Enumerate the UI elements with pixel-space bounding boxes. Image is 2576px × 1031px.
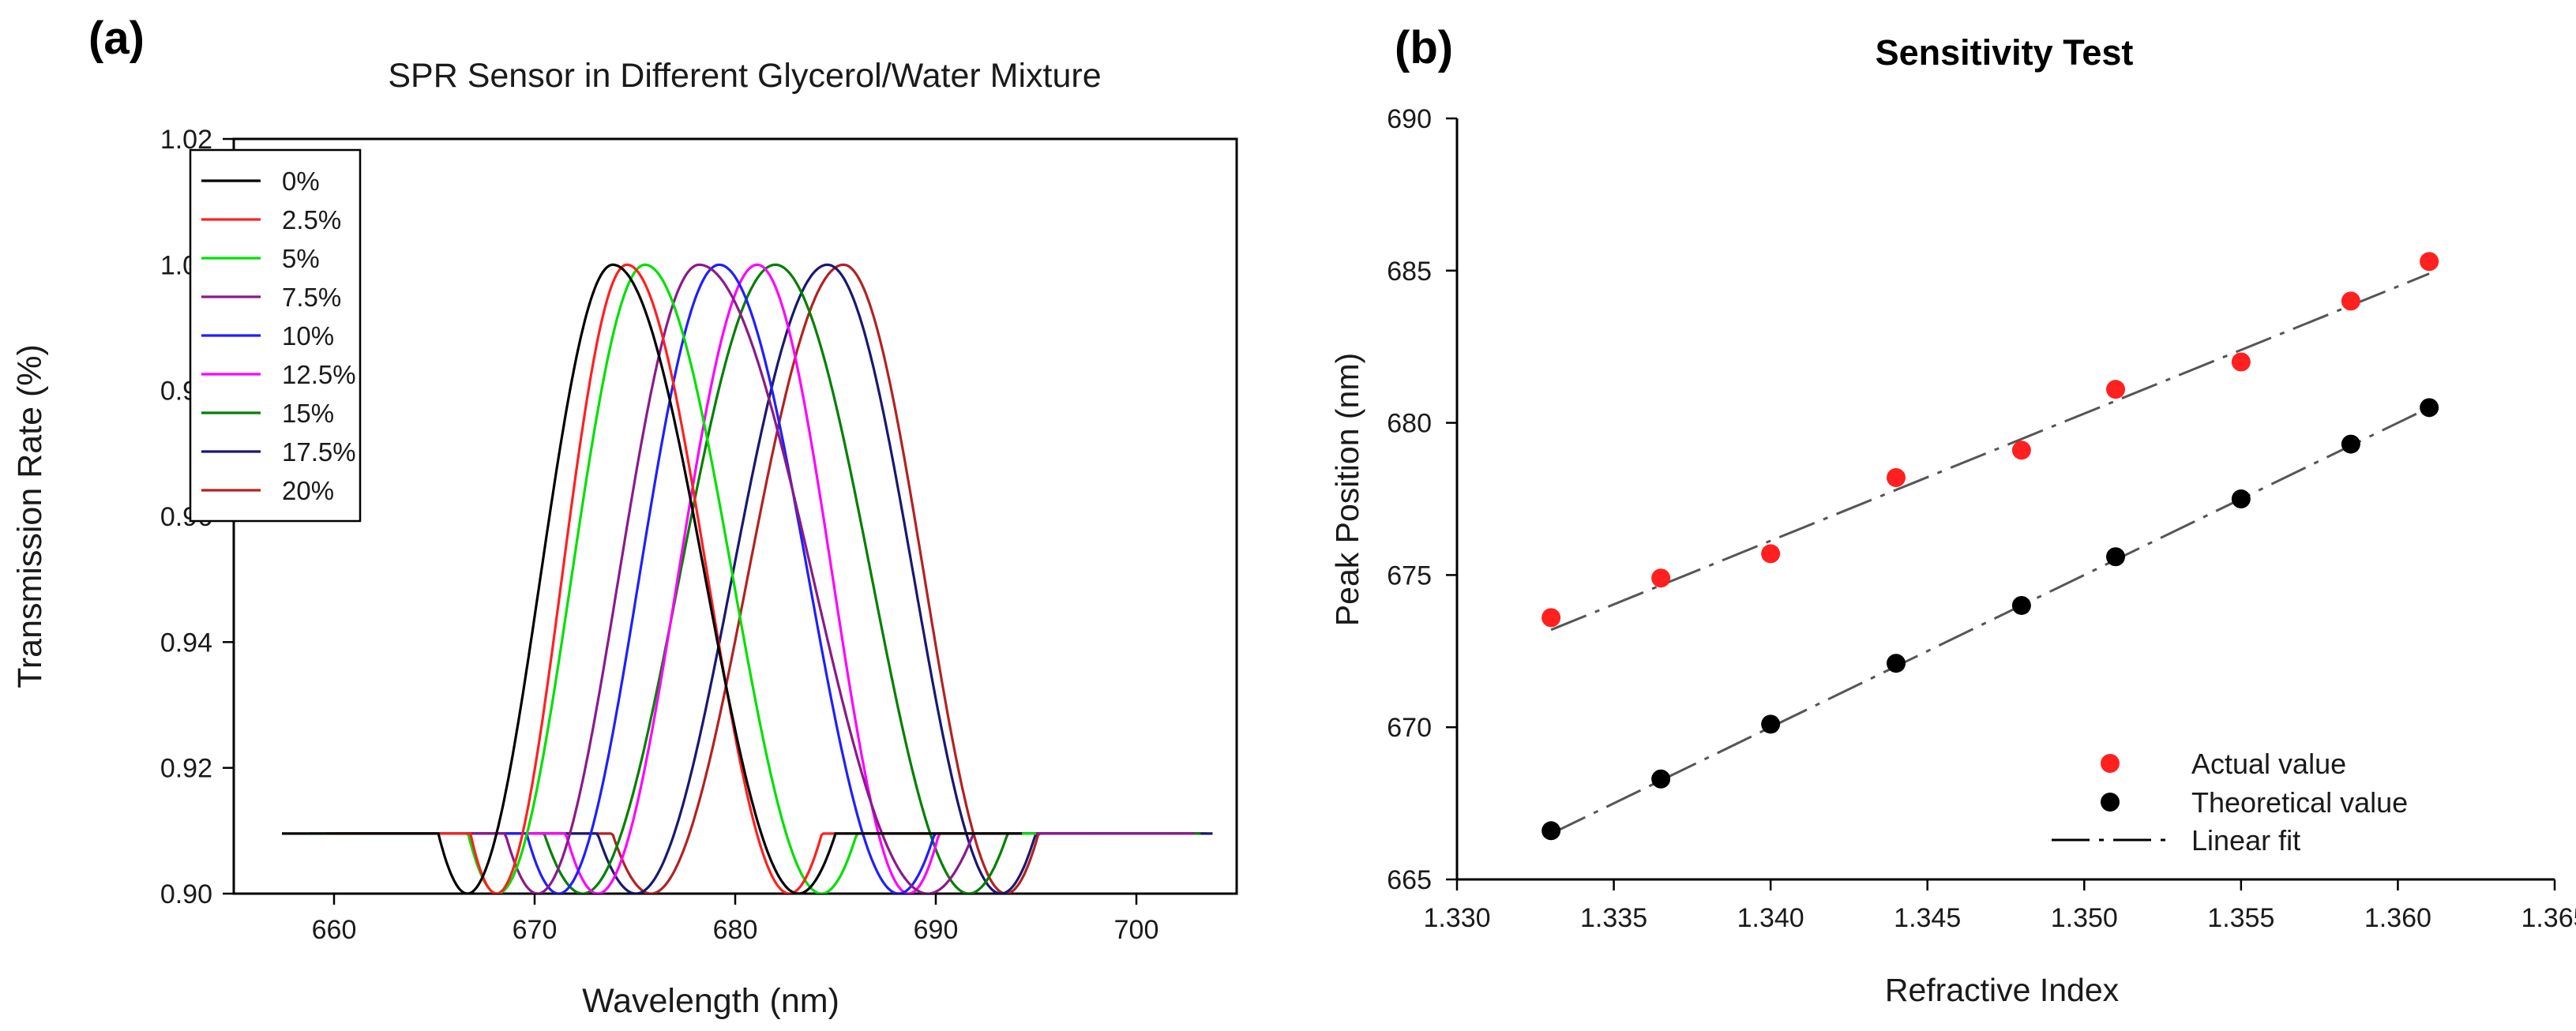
panel-b-y-tick-label: 670 [1387,713,1432,743]
panel-b-x-tick-label: 1.350 [2051,903,2118,933]
panel-a-y-tick-labels: 0.900.920.940.960.981.001.02 [160,125,212,909]
panel-a: (a) SPR Sensor in Different Glycerol/Wat… [11,13,1238,1020]
panel-a-series-line [336,263,1195,894]
panel-a-y-tick-label: 0.92 [160,754,212,784]
panel-a-legend-label: 15% [282,399,334,428]
panel-a-series-line [358,263,1117,894]
panel-b-point-actual [2011,441,2031,460]
panel-b-legend-marker-actual [2101,754,2120,773]
panel-b-y-tick-label: 680 [1387,409,1432,439]
panel-b-point-theoretical [1887,654,1906,673]
panel-b-x-tick-label: 1.335 [1580,903,1647,933]
panel-b-ticks [1446,117,2556,890]
panel-b-legend-label-theoretical: Theoretical value [2191,786,2408,819]
panel-b-points [1541,252,2439,841]
panel-b-point-theoretical [1761,714,1781,734]
panel-a-legend-label: 12.5% [282,360,356,389]
panel-a-x-tick-label: 660 [312,915,357,945]
panel-a-y-axis-label: Transmission Rate (%) [11,344,49,688]
panel-a-y-tick-label: 0.94 [160,628,212,658]
panel-a-x-axis-label: Wavelength (nm) [582,982,839,1020]
panel-b-x-tick-label: 1.330 [1423,903,1490,933]
panel-b-point-theoretical [1651,769,1671,789]
panel-b-point-actual [2341,291,2360,311]
panel-a-y-tick-label: 0.90 [160,879,212,909]
panel-b-point-theoretical [2231,489,2251,508]
panel-a-plot-frame [232,137,1238,895]
panel-a-label: (a) [88,13,145,64]
panel-b-point-theoretical [2420,398,2439,418]
panel-b-point-actual [2106,380,2125,399]
panel-b-fit-line [1550,406,2430,835]
panel-b-y-tick-label: 685 [1387,257,1432,287]
panel-a-x-tick-label: 690 [914,915,959,945]
panel-a-title: SPR Sensor in Different Glycerol/Water M… [388,57,1101,95]
panel-a-series-line [310,263,1036,894]
panel-a-series-lines [282,263,1213,894]
panel-b-x-tick-labels: 1.330 1.335 1.340 1.345 1.350 1.355 1.360 1.365 [1423,903,2576,933]
panel-a-x-tick-label: 670 [513,915,558,945]
panel-a-legend-label: 17.5% [282,437,356,467]
panel-a-x-tick-labels: 660 670 680 690 700 [312,915,1159,945]
panel-b-y-tick-labels: 665 670 675 680 685 690 [1387,104,1432,895]
panel-a-legend-label: 0% [282,167,320,196]
panel-b-label: (b) [1395,22,1453,73]
panel-a-x-tick-label: 680 [713,915,758,945]
panel-b-point-theoretical [2341,434,2360,454]
panel-b-x-tick-label: 1.365 [2521,903,2576,933]
panel-a-x-tick-label: 700 [1114,915,1159,945]
panel-b-point-actual [1651,568,1671,588]
panel-b-point-theoretical [2011,595,2031,615]
panel-b-title: Sensitivity Test [1876,32,2134,73]
panel-b-y-tick-label: 690 [1387,104,1432,134]
panel-b-legend-label-fit: Linear fit [2191,824,2300,857]
panel-b-fit-line [1550,272,2430,632]
panel-a-legend-label: 5% [282,244,320,273]
panel-b-point-actual [2420,252,2439,272]
panel-b-fit-lines [1550,272,2430,835]
panel-a-legend-label: 10% [282,321,334,351]
panel-a-legend-label: 7.5% [282,283,341,312]
panel-b-legend: Actual value Theoretical value Linear fi… [2052,748,2408,857]
panel-b-point-theoretical [1541,821,1561,841]
panel-a-series-line [350,263,1201,894]
panel-a-series-line [282,263,1023,894]
panel-b-y-axis-label: Peak Position (nm) [1329,353,1365,626]
panel-b-x-tick-label: 1.355 [2207,903,2274,933]
panel-b-y-tick-label: 665 [1387,865,1432,895]
panel-b-point-actual [1761,544,1781,564]
panel-b-point-actual [2231,352,2251,372]
panel-a-legend-label: 2.5% [282,205,341,234]
panel-b-point-actual [1887,468,1906,488]
panel-b: (b) Sensitivity Test 1.330 1.335 1.340 1.34… [1329,22,2576,1008]
panel-a-legend: 0% 2.5% 5% 7.5% 10% 12.5% 15% 17.5% 20% [189,148,362,523]
panel-b-x-axis-label: Refractive Index [1885,972,2120,1008]
panel-b-point-theoretical [2106,547,2125,567]
panel-b-x-tick-label: 1.340 [1737,903,1804,933]
panel-b-x-tick-label: 1.345 [1894,903,1961,933]
panel-b-x-tick-label: 1.360 [2364,903,2431,933]
panel-a-legend-label: 20% [282,476,334,505]
panel-b-legend-marker-theoretical [2101,793,2120,812]
panel-b-legend-label-actual: Actual value [2191,748,2346,780]
panel-b-point-actual [1541,608,1561,628]
panel-b-y-tick-label: 675 [1387,560,1432,590]
